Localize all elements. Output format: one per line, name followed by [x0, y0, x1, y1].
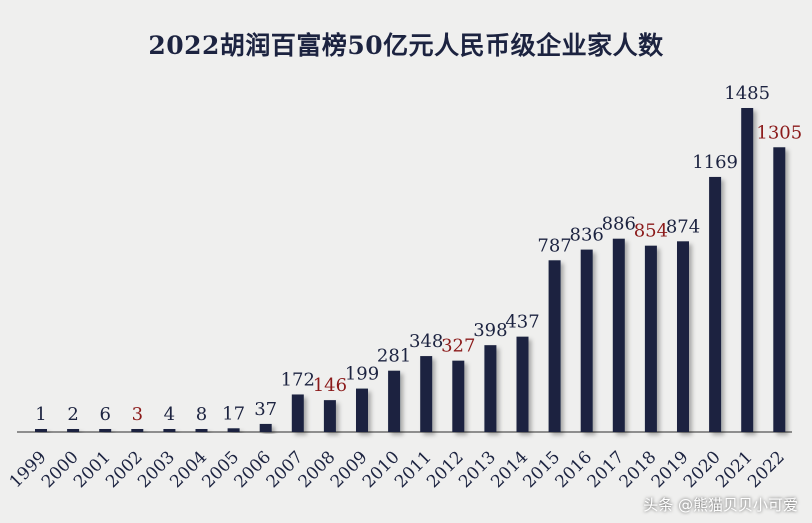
bar-2004 — [195, 429, 208, 432]
x-tick-label-1999: 1999 — [6, 447, 51, 492]
bar-2009 — [356, 388, 368, 432]
x-tick-label-2017: 2017 — [584, 447, 629, 492]
data-label-2006: 37 — [254, 399, 277, 420]
x-tick-label-2011: 2011 — [391, 447, 436, 492]
x-tick-label-2018: 2018 — [616, 447, 661, 492]
bar-2018 — [644, 245, 657, 432]
data-label-2022: 1305 — [756, 122, 802, 143]
data-label-2009: 199 — [345, 364, 379, 385]
x-tick-label-2022: 2022 — [744, 447, 789, 492]
bar-2011 — [420, 356, 433, 432]
data-label-2020: 1169 — [692, 152, 738, 173]
x-tick-label-2019: 2019 — [648, 447, 693, 492]
data-label-2003: 4 — [164, 404, 175, 425]
x-tick-label-2004: 2004 — [166, 447, 211, 492]
data-label-2015: 787 — [537, 235, 571, 256]
bar-2016 — [580, 249, 593, 432]
x-tick-label-2000: 2000 — [38, 447, 83, 492]
data-label-2021: 1485 — [724, 83, 770, 104]
bar-2012 — [452, 360, 465, 432]
bar-2005 — [227, 428, 240, 432]
x-tick-label-2021: 2021 — [712, 447, 757, 492]
data-label-2002: 3 — [132, 404, 143, 425]
x-tick-label-2006: 2006 — [231, 447, 276, 492]
x-tick-label-2001: 2001 — [70, 447, 115, 492]
x-tick-label-2020: 2020 — [680, 447, 725, 492]
data-label-2010: 281 — [377, 346, 411, 367]
x-tick-label-2014: 2014 — [487, 447, 532, 492]
bar-2020 — [709, 176, 722, 432]
x-tick-label-2009: 2009 — [327, 447, 372, 492]
x-tick-label-2016: 2016 — [552, 447, 597, 492]
bar-2015 — [548, 260, 561, 432]
watermark: 头条 @熊猫贝贝小可爱 — [643, 496, 798, 514]
bar-2006 — [259, 423, 272, 432]
x-tick-label-2015: 2015 — [519, 447, 564, 492]
data-label-2014: 437 — [505, 312, 539, 333]
bar-2002 — [131, 429, 144, 432]
data-label-2004: 8 — [196, 404, 207, 425]
bar-2013 — [484, 345, 497, 432]
bar-2008 — [323, 400, 336, 432]
bar-2017 — [612, 238, 625, 432]
bar-2003 — [163, 429, 176, 432]
bar-1999 — [35, 429, 47, 432]
data-label-2012: 327 — [441, 336, 475, 357]
x-tick-label-2010: 2010 — [359, 447, 404, 492]
data-label-2013: 398 — [473, 320, 507, 341]
bar-2007 — [291, 394, 304, 432]
data-label-2000: 2 — [67, 404, 78, 425]
data-label-2001: 6 — [99, 404, 110, 425]
bar-2000 — [67, 429, 80, 432]
data-label-1999: 1 — [35, 404, 46, 425]
x-tick-label-2013: 2013 — [455, 447, 500, 492]
bar-2001 — [99, 429, 112, 432]
x-tick-label-2008: 2008 — [295, 447, 340, 492]
data-label-2007: 172 — [281, 369, 315, 390]
data-label-2018: 854 — [634, 221, 668, 242]
x-tick-label-2003: 2003 — [134, 447, 179, 492]
data-label-2011: 348 — [409, 331, 443, 352]
chart-title: 2022胡润百富榜50亿元人民币级企业家人数 — [148, 31, 664, 60]
x-tick-label-2005: 2005 — [198, 447, 243, 492]
bar-2019 — [677, 241, 689, 432]
x-tick-label-2007: 2007 — [263, 447, 308, 492]
x-tick-label-2002: 2002 — [102, 447, 147, 492]
bar-2021 — [741, 108, 754, 432]
bar-2014 — [516, 336, 529, 432]
bar-2022 — [773, 147, 786, 433]
data-label-2019: 874 — [666, 216, 700, 237]
bar-2010 — [388, 370, 401, 432]
data-label-2008: 146 — [313, 375, 347, 396]
data-label-2005: 17 — [222, 403, 245, 424]
data-label-2016: 836 — [570, 225, 604, 246]
x-tick-label-2012: 2012 — [423, 447, 468, 492]
data-label-2017: 886 — [602, 214, 636, 235]
